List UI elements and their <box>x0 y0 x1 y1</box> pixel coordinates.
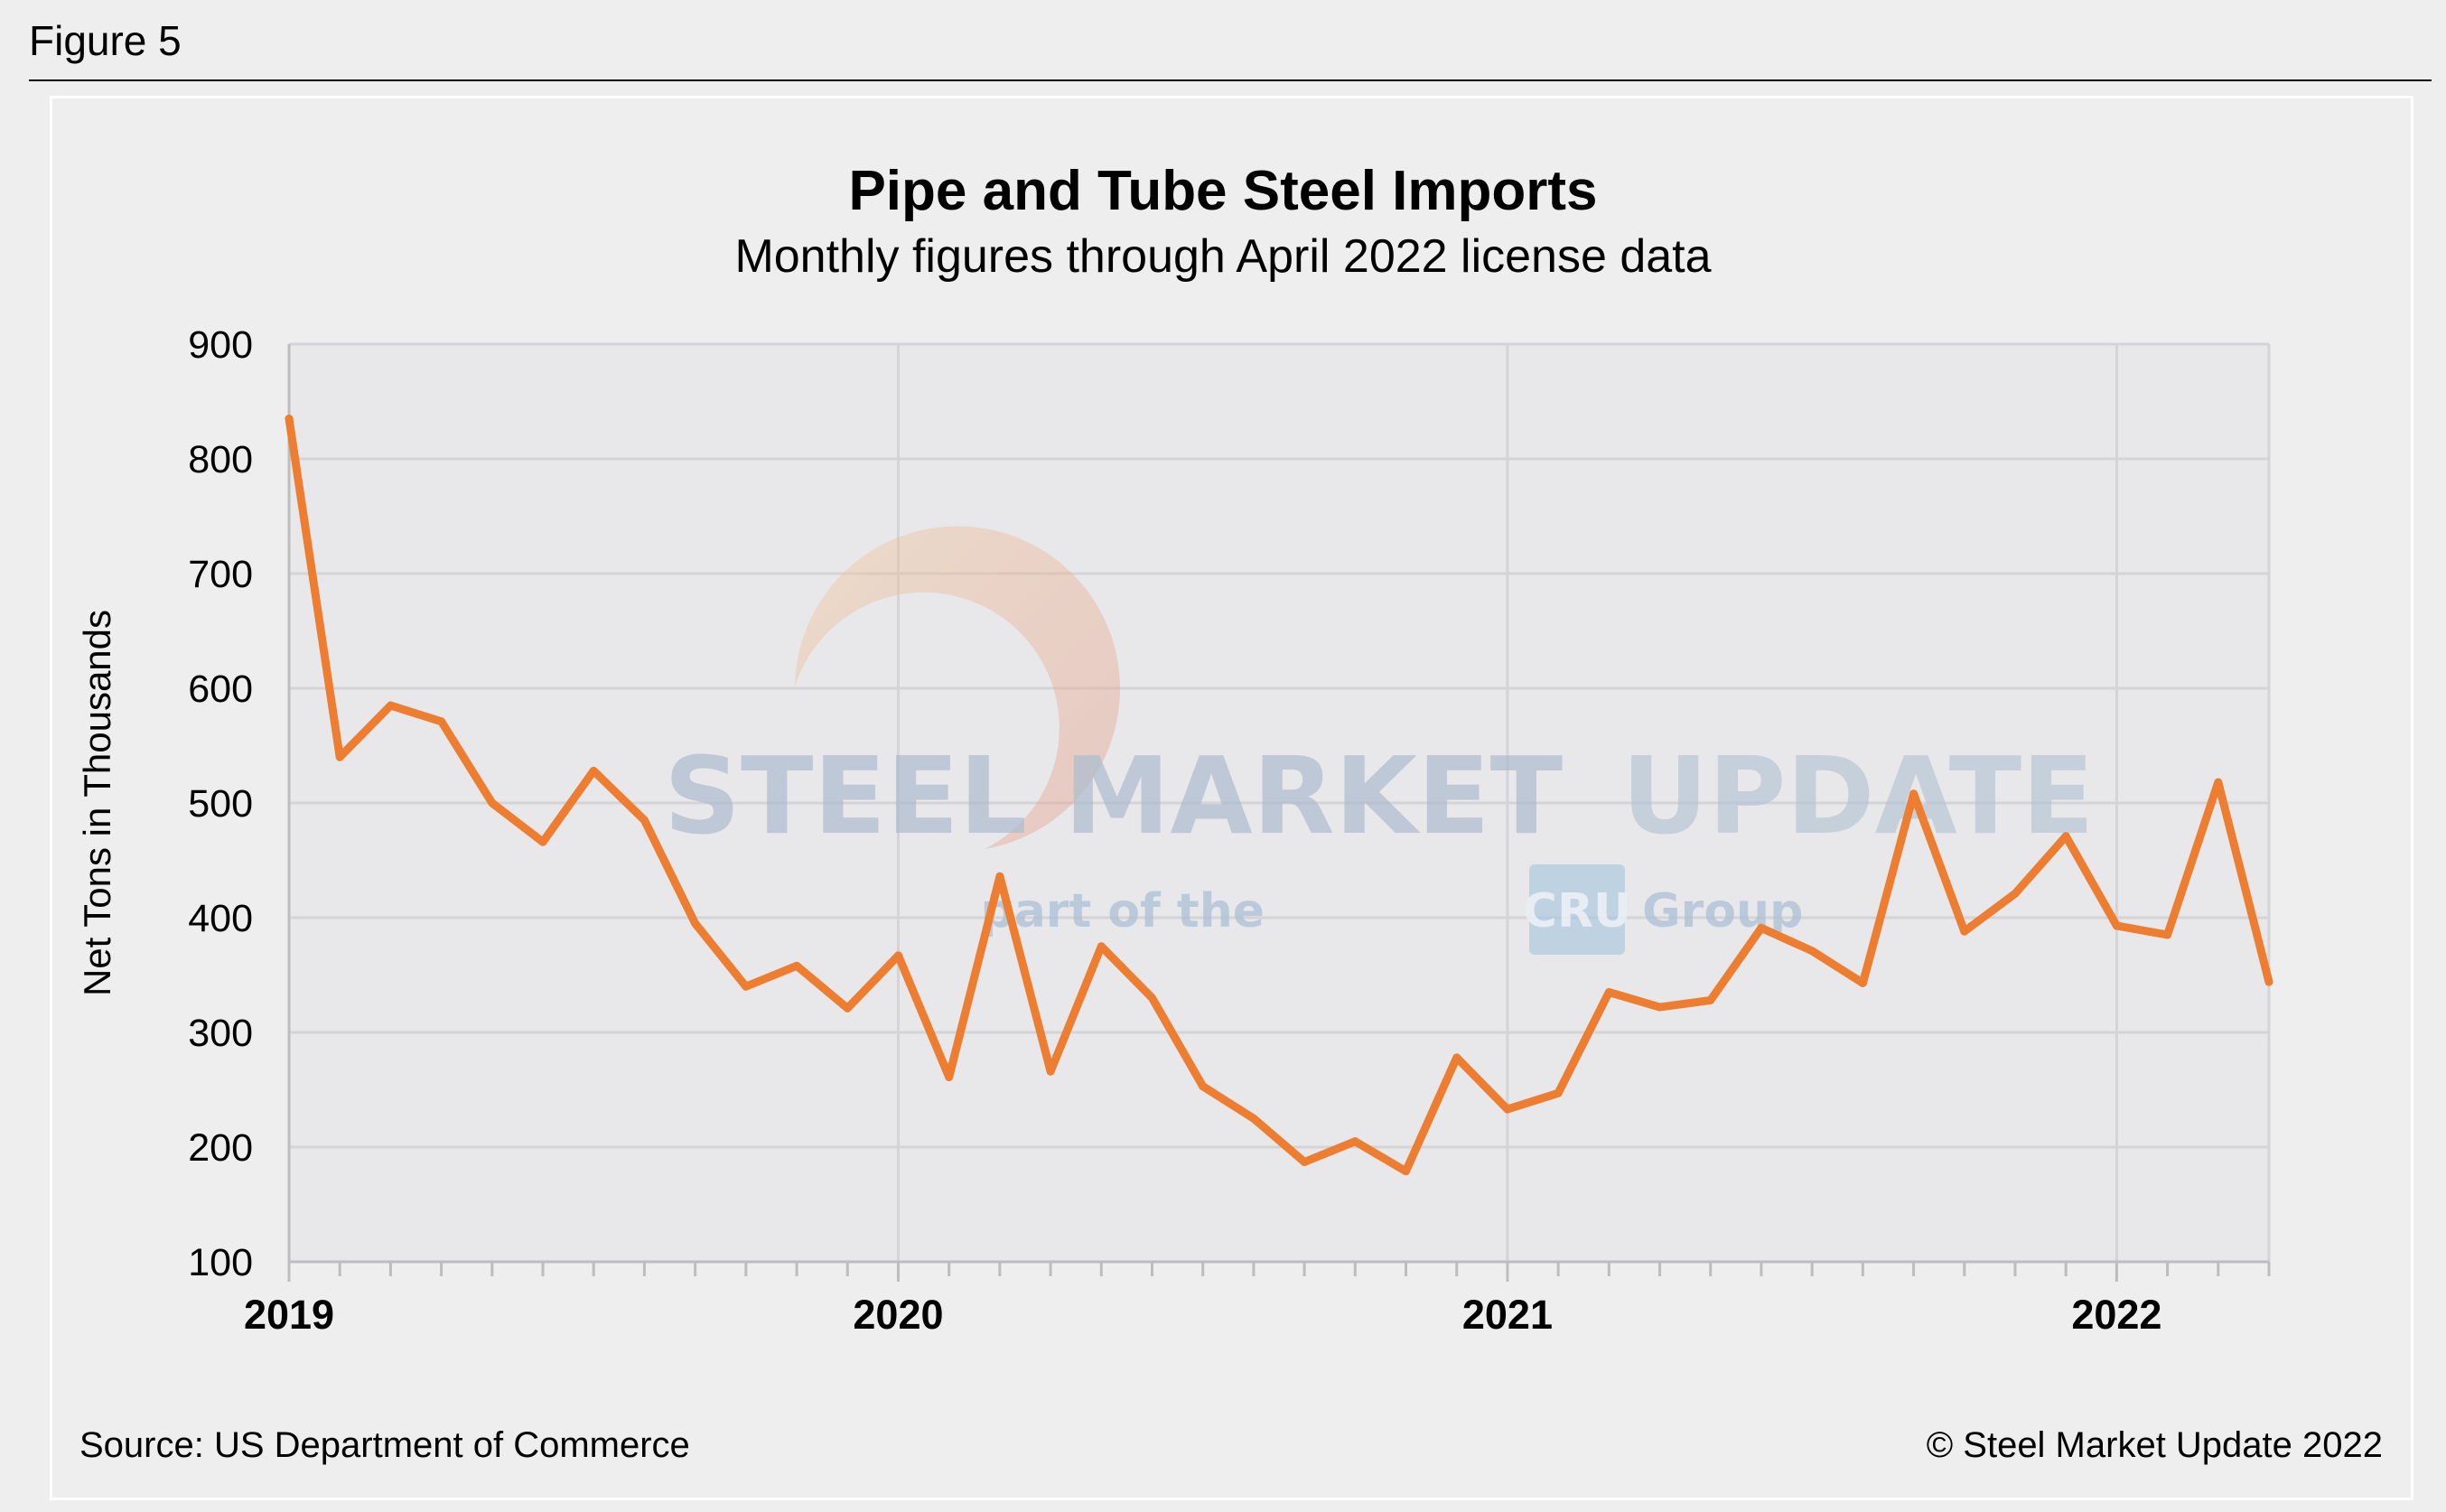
data-point <box>792 961 801 970</box>
data-point <box>1249 1114 1258 1123</box>
x-tick-label: 2021 <box>1462 1292 1553 1338</box>
data-point <box>1402 1167 1411 1176</box>
watermark-badge <box>1529 864 1625 955</box>
watermark-post-text: Group <box>1642 884 1803 938</box>
data-point <box>1656 1003 1665 1012</box>
y-tick-label: 200 <box>188 1126 253 1170</box>
data-point <box>742 982 751 991</box>
figure-label: Figure 5 <box>29 17 182 64</box>
data-point <box>2264 977 2273 986</box>
data-point <box>1858 978 1867 987</box>
data-point <box>488 798 497 807</box>
y-tick-label: 600 <box>188 667 253 711</box>
data-point <box>1554 1088 1563 1097</box>
series-line <box>285 415 2273 1176</box>
data-point <box>1706 995 1715 1004</box>
data-point <box>1300 1158 1309 1167</box>
svg-text:STEEL MARKET UPDATE: STEEL MARKET UPDATE <box>664 733 2095 858</box>
data-point <box>1350 1137 1359 1146</box>
data-point <box>1960 927 1969 936</box>
source-note: Source: US Department of Commerce <box>79 1425 690 1465</box>
x-tick-label: 2020 <box>853 1292 943 1338</box>
series-group <box>285 415 2273 1176</box>
data-point <box>945 1073 954 1082</box>
data-point <box>1909 789 1919 798</box>
data-point <box>1046 1067 1055 1076</box>
data-point <box>843 1003 852 1013</box>
data-point <box>1147 994 1156 1003</box>
x-tick-label: 2019 <box>244 1292 334 1338</box>
data-point <box>691 919 700 928</box>
axes <box>287 344 2271 1282</box>
watermark-bold-text: STEEL MARKET <box>664 733 1563 858</box>
chart-subtitle: Monthly figures through April 2022 licen… <box>734 230 1712 283</box>
data-point <box>285 415 294 424</box>
data-point <box>1452 1053 1461 1062</box>
watermark-arc-logo <box>795 526 1120 849</box>
data-point <box>1757 923 1766 932</box>
x-tick-labels: 2019 2020 2021 2022 <box>244 1292 2161 1338</box>
data-point <box>640 816 649 825</box>
y-tick-label: 400 <box>188 897 253 940</box>
data-point <box>2061 832 2070 841</box>
data-point <box>1604 988 1613 997</box>
watermark: STEEL MARKET UPDATE part of the CRU Grou… <box>664 526 2095 955</box>
data-point <box>995 872 1004 881</box>
data-point <box>1503 1105 1512 1114</box>
y-tick-labels: 100 200 300 400 500 600 700 800 900 <box>188 323 253 1284</box>
watermark-badge-text: CRU <box>1523 884 1631 938</box>
data-point <box>335 752 344 761</box>
figure-divider <box>29 79 2432 81</box>
x-tick-label: 2022 <box>2071 1292 2161 1338</box>
data-point <box>2011 889 2020 898</box>
data-point <box>437 717 446 726</box>
watermark-light-text: UPDATE <box>1621 733 2095 858</box>
data-point <box>1097 942 1106 951</box>
data-point <box>1199 1082 1208 1091</box>
data-point <box>2112 921 2121 930</box>
data-point <box>2214 778 2223 787</box>
y-tick-label: 800 <box>188 438 253 481</box>
data-point <box>893 951 902 960</box>
data-point <box>386 701 395 710</box>
y-tick-label: 900 <box>188 323 253 367</box>
y-tick-label: 500 <box>188 782 253 826</box>
y-tick-label: 100 <box>188 1241 253 1284</box>
data-point <box>1807 947 1816 956</box>
y-tick-label: 700 <box>188 553 253 596</box>
y-tick-label: 300 <box>188 1012 253 1055</box>
copyright-note: © Steel Market Update 2022 <box>1926 1425 2383 1465</box>
y-axis-label: Net Tons in Thousands <box>76 610 118 996</box>
chart-title: Pipe and Tube Steel Imports <box>848 160 1598 222</box>
data-point <box>589 766 598 775</box>
data-point <box>2163 930 2172 939</box>
data-point <box>538 837 547 846</box>
watermark-pre-text: part of the <box>980 884 1265 938</box>
